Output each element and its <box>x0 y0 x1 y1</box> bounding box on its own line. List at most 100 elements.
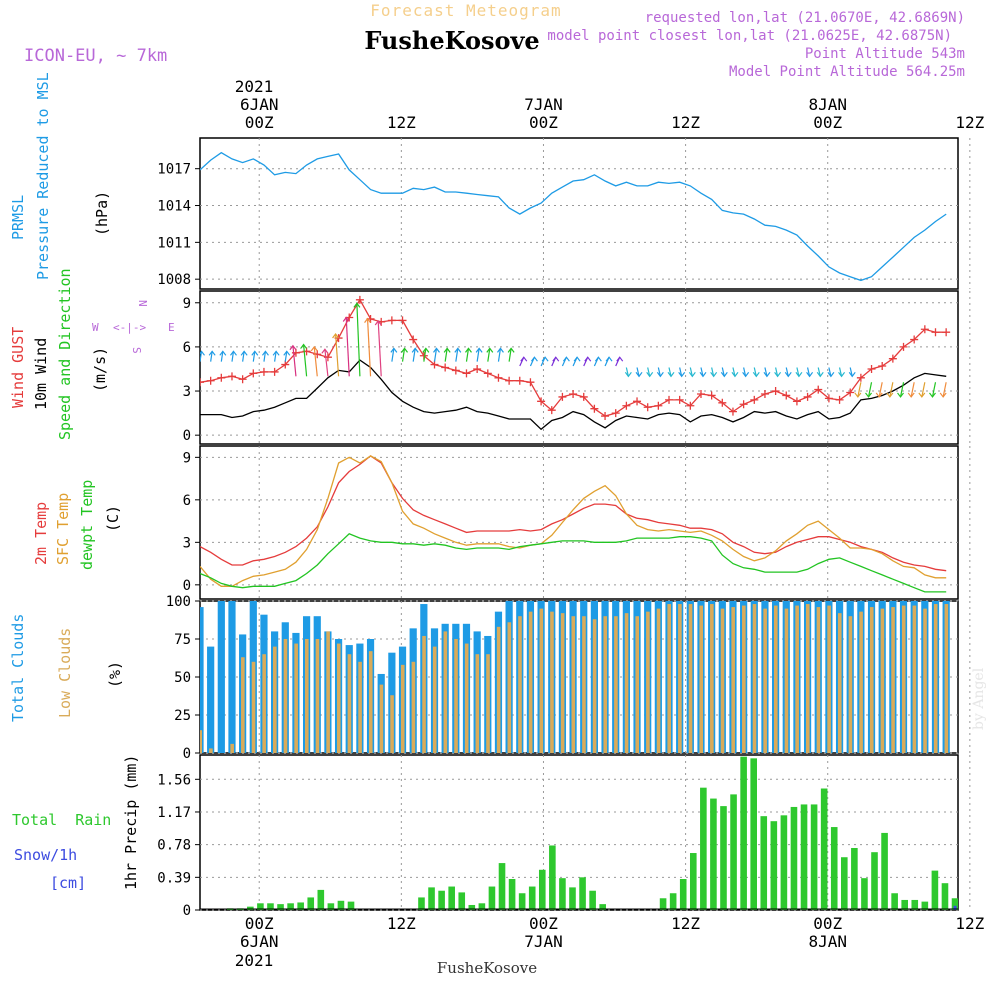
wind-arrow <box>476 348 480 362</box>
rain-bar <box>810 804 818 910</box>
gust-marker <box>835 395 844 404</box>
wind-arrow-head <box>219 350 227 356</box>
y-tick-label: 0 <box>183 746 191 762</box>
wind-arrow-head <box>272 350 280 356</box>
gust-marker <box>227 372 236 381</box>
rain-bar <box>347 901 355 910</box>
compass-arrow: <-|-> <box>113 321 146 334</box>
low-cloud-bar <box>390 695 394 753</box>
low-cloud-bar <box>784 608 789 753</box>
gust-marker <box>633 397 642 406</box>
model-altitude: Model Point Altitude 564.25m <box>729 64 965 80</box>
y-tick-label: 1017 <box>157 162 191 178</box>
wind-arrow-head <box>854 392 862 398</box>
low-cloud-bar <box>539 608 544 753</box>
gust-marker <box>451 366 460 375</box>
wind-arrow-head <box>364 317 372 324</box>
rain-bar <box>820 788 828 910</box>
snow-bar <box>953 905 957 910</box>
gust-marker <box>878 362 887 371</box>
wind-arrow <box>497 348 502 362</box>
cloud-label-low: Low Clouds <box>56 628 74 718</box>
rain-bar <box>851 848 858 910</box>
total-cloud-bar <box>207 646 215 753</box>
total-cloud-bar <box>217 601 225 753</box>
wind-labels: Wind GUST 10m Wind Speed and Direction (… <box>9 268 175 440</box>
series-line <box>200 359 947 431</box>
wind-arrow-head <box>374 320 382 326</box>
rain-bar <box>307 897 315 910</box>
wind-arrow <box>679 367 683 377</box>
low-cloud-bar <box>816 607 821 753</box>
wind-arrow <box>508 348 512 362</box>
bottom-hour-label: 12Z <box>387 914 416 933</box>
wind-arrow-head <box>678 371 686 378</box>
gust-marker <box>590 404 599 413</box>
rain-bar <box>700 787 707 910</box>
low-cloud-bar <box>699 605 703 753</box>
gust-marker <box>803 392 812 401</box>
low-cloud-bar <box>592 619 597 753</box>
gust-marker <box>718 398 727 407</box>
wind-arrow-head <box>816 371 824 378</box>
temp-unit: (C) <box>104 505 122 532</box>
wind-arrow <box>313 346 318 377</box>
pressure-label-prmsl: PRMSL <box>9 195 27 240</box>
y-tick-label: 25 <box>174 708 191 724</box>
low-cloud-bar <box>560 613 565 753</box>
gust-marker <box>782 391 791 400</box>
closest-coords: model point closest lon,lat (21.0625E, 4… <box>547 28 952 44</box>
wind-arrow <box>711 367 715 377</box>
gust-marker <box>462 369 471 378</box>
bottom-hour-label: 00Z <box>813 914 842 933</box>
gust-marker <box>707 391 716 400</box>
rain-bar <box>689 853 697 910</box>
low-cloud-bar <box>912 605 917 753</box>
wind-arrow <box>806 367 811 377</box>
wind-arrow <box>231 351 235 362</box>
low-cloud-bar <box>528 611 533 753</box>
gust-marker <box>760 389 769 398</box>
temp-labels: 2m Temp SFC Temp dewpt Temp (C) <box>32 480 122 570</box>
low-cloud-bar <box>358 661 362 753</box>
rain-bar <box>730 794 737 910</box>
series-line <box>200 533 947 593</box>
wind-arrow-head <box>795 371 803 378</box>
low-cloud-bar <box>827 605 831 753</box>
wind-arrow-head <box>656 371 664 378</box>
rain-bar <box>740 756 747 910</box>
rain-bar <box>257 903 264 910</box>
wind-arrow-head <box>454 347 462 353</box>
y-tick-label: 6 <box>183 340 191 356</box>
gust-marker <box>686 401 695 410</box>
rain-bar <box>841 857 848 910</box>
gust-marker <box>739 400 748 409</box>
low-cloud-bar <box>869 607 874 753</box>
total-cloud-bar <box>228 601 236 753</box>
pressure-unit: (hPa) <box>93 191 111 236</box>
rain-bar <box>297 902 304 910</box>
cloud-label-total: Total Clouds <box>9 614 27 722</box>
wind-arrow-head <box>584 356 592 362</box>
wind-arrow-head <box>208 350 216 356</box>
rain-bar <box>267 903 274 910</box>
rain-bar <box>458 892 466 910</box>
wind-arrow <box>302 344 308 377</box>
gust-marker <box>675 395 684 404</box>
wind-arrow <box>433 348 438 362</box>
y-tick-label: 3 <box>183 535 191 551</box>
panel-plot-area <box>200 295 951 431</box>
wind-arrow-head <box>283 350 291 356</box>
low-cloud-bar <box>347 654 352 753</box>
gust-marker <box>398 316 407 325</box>
compass-e: E <box>168 321 175 334</box>
gust-marker <box>558 392 567 401</box>
wind-arrow-head <box>475 347 483 353</box>
rain-bar <box>448 886 455 910</box>
watermark: by Angel <box>971 667 987 730</box>
wind-arrow-head <box>229 350 237 356</box>
wind-arrow-head <box>624 371 632 378</box>
rain-bar <box>911 899 919 910</box>
top-hour-label: 00Z <box>529 113 558 132</box>
gust-marker <box>515 376 524 385</box>
